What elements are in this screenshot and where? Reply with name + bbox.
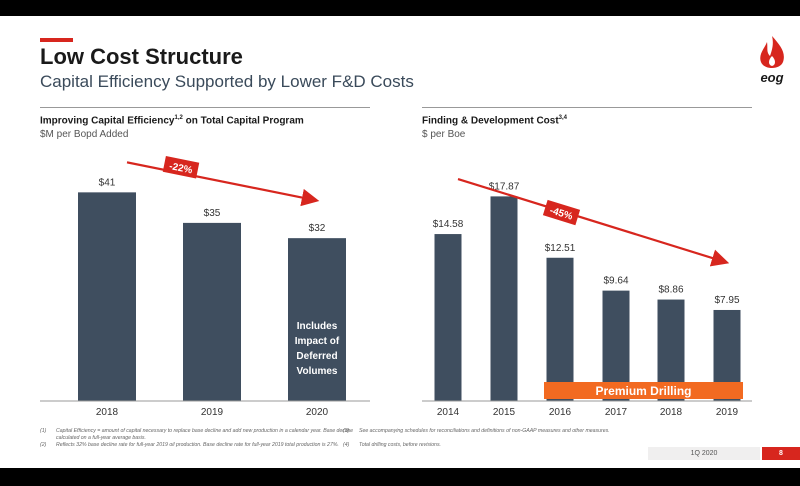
title-accent-bar xyxy=(40,38,73,42)
data-label: $17.87 xyxy=(489,181,520,192)
footnotes-right: (3) See accompanying schedules for reconc… xyxy=(343,428,643,458)
premium-drilling-label: Premium Drilling xyxy=(595,384,691,398)
data-label: $8.86 xyxy=(658,285,683,296)
footnote-text: See accompanying schedules for reconcili… xyxy=(359,428,610,434)
footnote-text: Total drilling costs, before revisions. xyxy=(359,442,441,448)
change-badge: -45% xyxy=(542,199,581,226)
page-number: 8 xyxy=(762,447,800,460)
data-label: $32 xyxy=(309,223,326,234)
bar-note-line: Impact of xyxy=(295,336,340,347)
footnote-num: (1) xyxy=(40,428,47,434)
right-chart-title-sup: 3,4 xyxy=(558,115,568,121)
right-chart-unit: $ per Boe xyxy=(422,129,466,140)
change-badge-bg xyxy=(542,199,581,226)
bar xyxy=(546,257,574,401)
trend-arrow xyxy=(457,178,730,267)
x-tick-label: 2015 xyxy=(493,407,516,418)
data-label: $41 xyxy=(99,177,116,188)
left-header-rule xyxy=(40,107,370,108)
data-label: $35 xyxy=(204,208,221,219)
bar xyxy=(434,234,462,401)
change-badge-bg xyxy=(162,156,200,179)
left-chart-title: Improving Capital Efficiency1,2 on Total… xyxy=(40,115,304,127)
premium-drilling-band xyxy=(544,382,743,399)
logo-text: eog xyxy=(760,70,783,85)
x-tick-label: 2017 xyxy=(605,407,628,418)
eog-logo-icon: eog xyxy=(760,36,784,85)
slide: Low Cost Structure Capital Efficiency Su… xyxy=(0,16,800,468)
x-tick-label: 2019 xyxy=(716,407,739,418)
data-label: $9.64 xyxy=(603,276,628,287)
bar-note-line: Volumes xyxy=(297,366,338,377)
footnote-num: (2) xyxy=(40,442,47,448)
left-chart-unit: $M per Bopd Added xyxy=(40,129,129,140)
period-label: 1Q 2020 xyxy=(648,447,760,460)
footnote-num: (4) xyxy=(343,442,350,448)
bar xyxy=(183,222,241,401)
footnote-text: Reflects 32% base decline rate for full-… xyxy=(56,442,339,448)
x-tick-label: 2014 xyxy=(437,407,460,418)
change-badge: -22% xyxy=(162,156,200,179)
x-tick-label: 2019 xyxy=(201,407,224,418)
footnote-text: Capital Efficiency = amount of capital n… xyxy=(56,428,353,441)
x-tick-label: 2020 xyxy=(306,407,329,418)
bar xyxy=(288,238,346,401)
data-label: $12.51 xyxy=(545,243,576,254)
bar xyxy=(490,196,518,401)
right-header-rule xyxy=(422,107,752,108)
right-chart-title: Finding & Development Cost3,4 xyxy=(422,115,568,127)
trend-arrow xyxy=(126,161,320,207)
footnote-num: (3) xyxy=(343,428,350,434)
bar-note-line: Deferred xyxy=(296,351,337,362)
data-label: $7.95 xyxy=(714,295,739,306)
slide-title: Low Cost Structure xyxy=(40,44,243,69)
left-chart-title-sup: 1,2 xyxy=(174,115,183,121)
change-badge-label: -22% xyxy=(168,161,193,176)
bar-note-line: Includes xyxy=(297,321,338,332)
slide-subtitle: Capital Efficiency Supported by Lower F&… xyxy=(40,72,414,91)
x-tick-label: 2018 xyxy=(96,407,119,418)
charts-canvas: $41 2018 $35 2019 $32 2020 -22% Includes Impact … xyxy=(40,156,752,418)
x-tick-label: 2018 xyxy=(660,407,683,418)
bar xyxy=(78,192,136,401)
data-label: $14.58 xyxy=(433,219,464,230)
x-tick-label: 2016 xyxy=(549,407,572,418)
footnotes-left: (1) Capital Efficiency = amount of capita… xyxy=(40,428,353,458)
